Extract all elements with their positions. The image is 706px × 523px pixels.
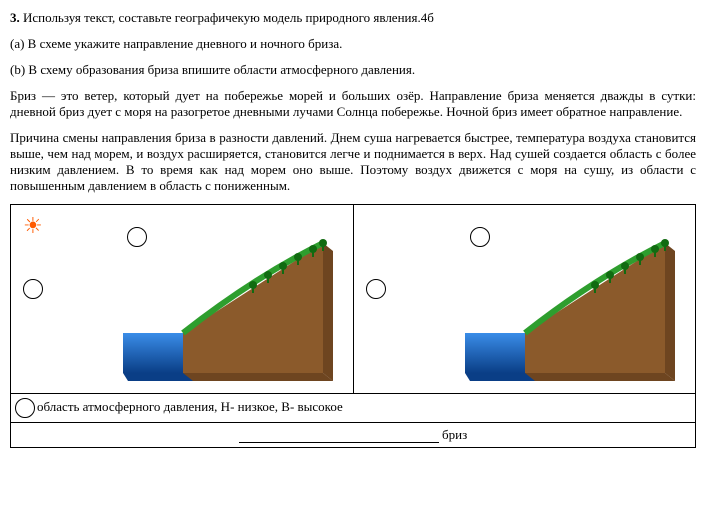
subquestion-a: (a) В схеме укажите направление дневного… xyxy=(10,36,696,52)
question-title: 3. Используя текст, составьте географиче… xyxy=(10,10,696,26)
diagram-right xyxy=(358,209,692,389)
pressure-marker-sea[interactable] xyxy=(366,279,386,299)
diagram-cell-right xyxy=(353,205,696,394)
legend-cell: область атмосферного давления, Н- низкое… xyxy=(11,394,696,423)
fill-suffix: бриз xyxy=(442,427,467,442)
breeze-diagram-day xyxy=(123,223,343,383)
fill-cell: бриз xyxy=(11,423,696,448)
legend-circle-icon xyxy=(15,398,35,418)
diagram-table: ☀ xyxy=(10,204,696,448)
question-number: 3. xyxy=(10,10,20,25)
pressure-marker-sea[interactable] xyxy=(23,279,43,299)
legend-text: область атмосферного давления, Н- низкое… xyxy=(37,399,343,414)
breeze-diagram-night xyxy=(465,223,685,383)
question-text: Используя текст, составьте географичекую… xyxy=(23,10,434,25)
diagram-cell-left: ☀ xyxy=(11,205,354,394)
diagram-left: ☀ xyxy=(15,209,349,389)
subquestion-b: (b) В схему образования бриза впишите об… xyxy=(10,62,696,78)
fill-blank[interactable] xyxy=(239,429,439,443)
sun-icon: ☀ xyxy=(23,215,43,237)
paragraph-2: Причина смены направления бриза в разнос… xyxy=(10,130,696,194)
paragraph-1: Бриз — это ветер, который дует на побере… xyxy=(10,88,696,120)
